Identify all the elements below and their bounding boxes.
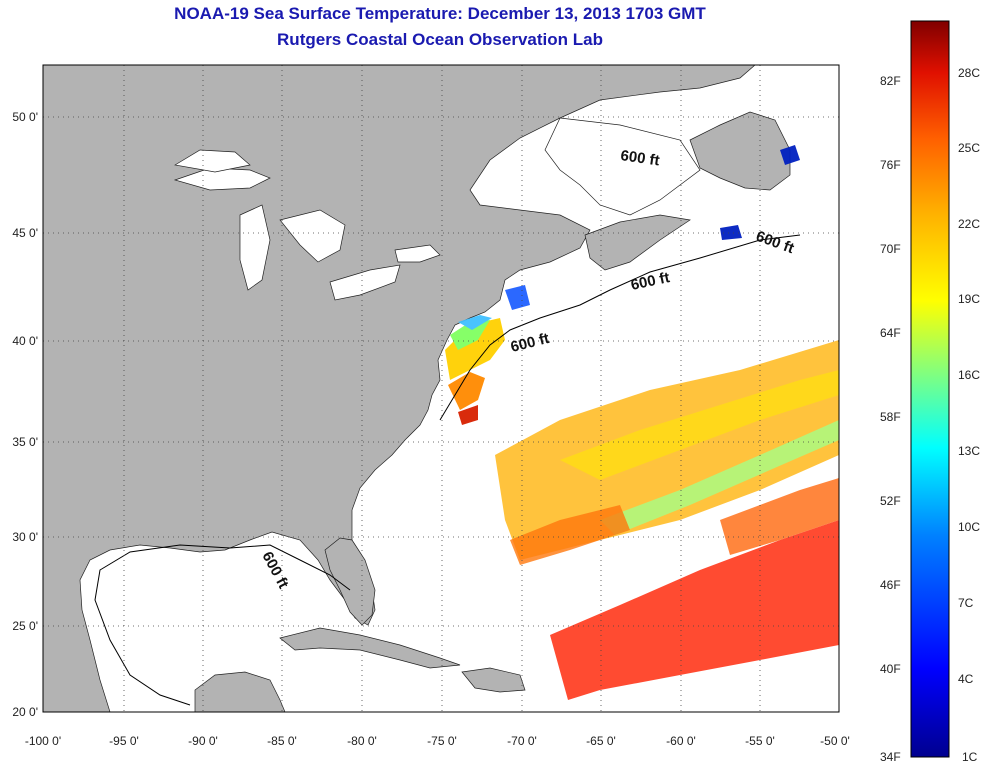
- colorbar-c-label: 25C: [958, 141, 980, 155]
- colorbar-c-label: 1C: [962, 750, 978, 764]
- colorbar-c-label: 13C: [958, 444, 980, 458]
- lat-tick-label: 50 0': [12, 110, 38, 124]
- colorbar-f-label: 76F: [880, 158, 901, 172]
- colorbar-f-label: 52F: [880, 494, 901, 508]
- colorbar-c-label: 7C: [958, 596, 974, 610]
- colorbar-celsius: 28C 25C 22C 19C 16C 13C 10C 7C 4C 1C: [958, 66, 980, 764]
- colorbar-c-label: 16C: [958, 368, 980, 382]
- lon-tick-label: -70 0': [507, 734, 537, 748]
- colorbar-f-label: 64F: [880, 326, 901, 340]
- lat-tick-label: 25 0': [12, 619, 38, 633]
- lake-north: [174, 149, 251, 173]
- sst-data: [445, 145, 839, 700]
- map-frame: [42, 64, 840, 713]
- colorbar-f-label: 82F: [880, 74, 901, 88]
- lon-axis: -100 0' -95 0' -90 0' -85 0' -80 0' -75 …: [25, 734, 850, 748]
- gulf-st-lawrence: [544, 117, 701, 216]
- land-newfoundland: [689, 111, 791, 191]
- lon-tick-label: -55 0': [745, 734, 775, 748]
- colorbar-c-label: 10C: [958, 520, 980, 534]
- lat-axis: 50 0' 45 0' 40 0' 35 0' 30 0' 25 0' 20 0…: [12, 110, 38, 719]
- land-north-america: [43, 65, 756, 712]
- land-florida: [324, 537, 376, 626]
- lat-tick-label: 40 0': [12, 334, 38, 348]
- contour-label: 600 ft: [619, 147, 660, 169]
- lon-tick-label: -65 0': [586, 734, 616, 748]
- colorbar-c-label: 28C: [958, 66, 980, 80]
- lon-tick-label: -50 0': [820, 734, 850, 748]
- colorbar-f-label: 58F: [880, 410, 901, 424]
- great-lakes: [173, 167, 441, 301]
- lat-tick-label: 30 0': [12, 530, 38, 544]
- colorbar-f-label: 34F: [880, 750, 901, 764]
- lon-tick-label: -85 0': [267, 734, 297, 748]
- colorbar-f-label: 40F: [880, 662, 901, 676]
- land-nova-scotia: [584, 214, 691, 271]
- colorbar-c-label: 19C: [958, 292, 980, 306]
- land-cuba: [279, 627, 461, 669]
- colorbar-c-label: 22C: [958, 217, 980, 231]
- lon-tick-label: -80 0': [347, 734, 377, 748]
- map-title: NOAA-19 Sea Surface Temperature: Decembe…: [174, 4, 706, 23]
- colorbar-f-label: 46F: [880, 578, 901, 592]
- lon-tick-label: -90 0': [188, 734, 218, 748]
- lat-tick-label: 35 0': [12, 435, 38, 449]
- lon-tick-label: -60 0': [666, 734, 696, 748]
- isobath-600ft: [94, 234, 801, 706]
- lat-tick-label: 45 0': [12, 226, 38, 240]
- lon-tick-label: -95 0': [109, 734, 139, 748]
- colorbar: [910, 20, 950, 758]
- lat-tick-label: 20 0': [12, 705, 38, 719]
- lon-tick-label: -100 0': [25, 734, 61, 748]
- lon-tick-label: -75 0': [427, 734, 457, 748]
- colorbar-c-label: 4C: [958, 672, 974, 686]
- map-subtitle: Rutgers Coastal Ocean Observation Lab: [277, 30, 603, 49]
- colorbar-fahrenheit: 82F 76F 70F 64F 58F 52F 46F 40F 34F: [880, 74, 901, 764]
- colorbar-f-label: 70F: [880, 242, 901, 256]
- land-yucatan: [194, 671, 286, 712]
- land-hispaniola: [461, 667, 526, 693]
